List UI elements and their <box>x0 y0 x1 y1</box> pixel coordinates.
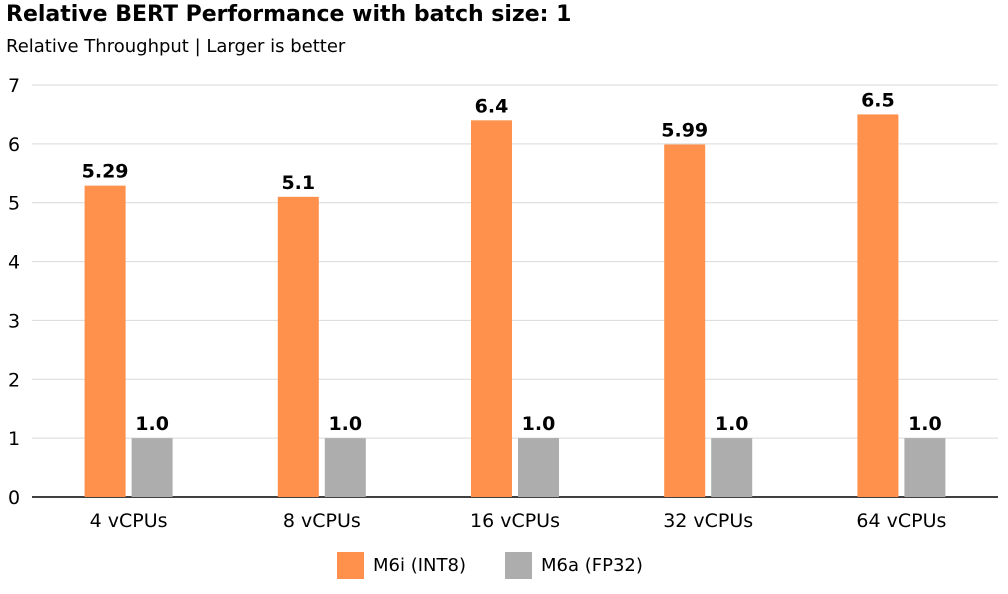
data-label-0-3: 5.99 <box>661 119 708 141</box>
data-label-0-2: 6.4 <box>475 95 509 117</box>
data-label-1-3: 1.0 <box>715 413 749 435</box>
legend-label-m6a: M6a (FP32) <box>541 554 643 576</box>
chart-title: Relative BERT Performance with batch siz… <box>6 2 572 27</box>
x-tick-label-2: 16 vCPUs <box>470 510 560 532</box>
x-tick-label-0: 4 vCPUs <box>90 510 168 532</box>
data-label-0-0: 5.29 <box>82 161 129 183</box>
x-tick-label-4: 64 vCPUs <box>856 510 946 532</box>
bar-1-0 <box>131 438 173 497</box>
legend-swatch-m6i <box>337 551 364 579</box>
y-tick-label-6: 6 <box>8 134 20 156</box>
data-label-1-4: 1.0 <box>908 413 942 435</box>
y-tick-label-4: 4 <box>8 252 20 274</box>
data-label-1-2: 1.0 <box>522 413 556 435</box>
x-tick-label-3: 32 vCPUs <box>663 510 753 532</box>
y-tick-label-0: 0 <box>8 487 20 509</box>
x-tick-label-1: 8 vCPUs <box>283 510 361 532</box>
y-tick-label-7: 7 <box>8 75 20 97</box>
y-tick-label-1: 1 <box>8 428 20 450</box>
bar-1-2 <box>518 438 559 497</box>
chart-subtitle: Relative Throughput | Larger is better <box>6 36 346 57</box>
y-tick-label-5: 5 <box>8 193 20 215</box>
bar-1-3 <box>711 438 753 497</box>
legend-item-m6a: M6a (FP32) <box>505 551 643 579</box>
bar-0-4 <box>857 114 899 497</box>
y-tick-label-3: 3 <box>8 310 20 332</box>
data-label-0-1: 5.1 <box>281 172 315 194</box>
data-label-1-0: 1.0 <box>135 413 169 435</box>
data-label-1-1: 1.0 <box>328 413 362 435</box>
bar-0-1 <box>277 196 319 498</box>
bar-1-4 <box>904 438 946 497</box>
legend-label-m6i: M6i (INT8) <box>373 554 466 576</box>
bar-0-3 <box>664 144 706 497</box>
legend: M6i (INT8) M6a (FP32) <box>0 551 1008 579</box>
bar-0-0 <box>84 185 126 497</box>
bar-0-2 <box>471 120 512 498</box>
legend-item-m6i: M6i (INT8) <box>337 551 466 579</box>
data-label-0-4: 6.5 <box>861 89 895 111</box>
legend-swatch-m6a <box>505 551 532 579</box>
y-tick-label-2: 2 <box>8 369 20 391</box>
bar-1-1 <box>324 438 366 497</box>
